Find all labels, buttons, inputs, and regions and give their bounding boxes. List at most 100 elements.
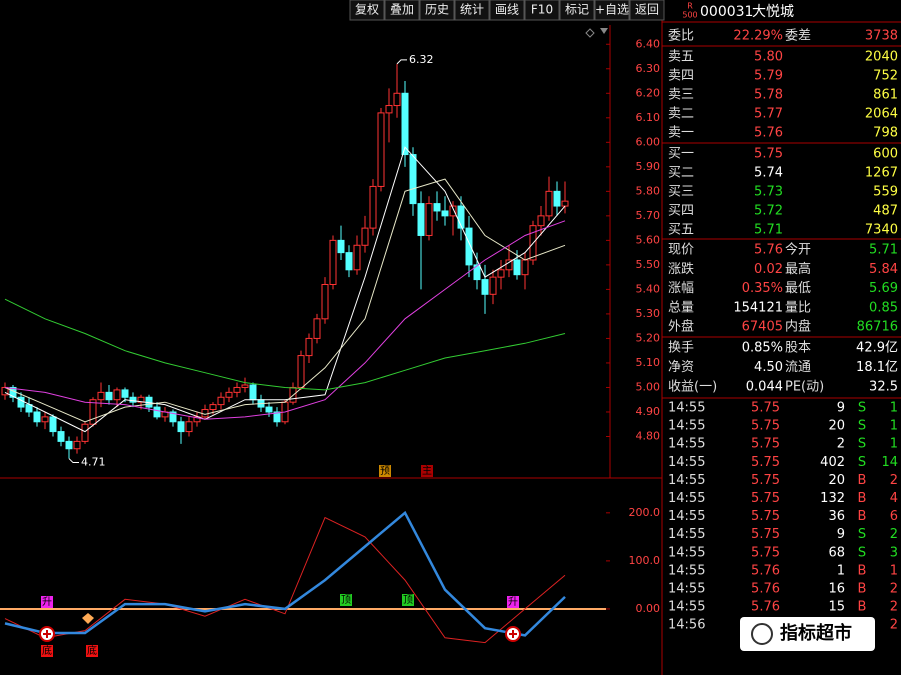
book-price: 5.76 [754, 126, 783, 141]
candle-body [465, 227, 473, 266]
trade-price: 5.75 [751, 491, 780, 506]
toolbar-button[interactable] [454, 0, 490, 21]
trade-count: 3 [890, 545, 898, 560]
y-tick-label: 5.60 [636, 233, 661, 246]
toolbar-label[interactable]: 统计 [460, 3, 484, 17]
toolbar-label[interactable]: F10 [531, 3, 553, 17]
candle-body [433, 203, 441, 212]
y-tick-label: 5.40 [636, 282, 661, 295]
candle-body [457, 205, 465, 229]
trade-side: S [858, 545, 866, 560]
candle-body [305, 337, 313, 357]
tag-box [421, 465, 433, 477]
toolbar-label[interactable]: 画线 [495, 3, 519, 17]
candle-body [177, 421, 185, 433]
stat-value: 0.85 [869, 300, 898, 315]
trade-price: 5.75 [751, 473, 780, 488]
row-label: 换手 [668, 341, 694, 356]
row-label: 净资 [668, 360, 694, 375]
trade-volume: 20 [828, 473, 845, 488]
y-tick-label: 0.00 [636, 602, 661, 615]
signal: 升 [508, 596, 518, 608]
moving-average [4, 178, 566, 423]
y-tick-label: 200.0 [629, 506, 661, 519]
trade-count: 6 [890, 509, 898, 524]
candle-body [121, 389, 129, 398]
trade-volume: 9 [837, 401, 845, 416]
candle-body [409, 154, 417, 205]
buy-icon [43, 630, 51, 638]
stat-value: 5.84 [869, 262, 898, 277]
candle-body [297, 355, 305, 388]
toolbar-button[interactable] [384, 0, 420, 21]
moving-average [4, 298, 566, 391]
trade-time: 14:55 [668, 509, 705, 524]
toolbar-button[interactable] [559, 0, 595, 21]
row-label: 买二 [668, 166, 694, 181]
candle-body [89, 399, 97, 425]
trade-count: 2 [890, 618, 898, 633]
y-tick-label: 6.10 [636, 111, 661, 124]
row-label: 流通 [785, 360, 811, 375]
trade-price: 5.75 [751, 509, 780, 524]
candle-body [545, 190, 553, 217]
candle-body [441, 210, 449, 217]
book-price: 5.73 [754, 185, 783, 200]
toolbar-button[interactable] [349, 0, 385, 21]
candle-body [369, 185, 377, 229]
book-volume: 487 [873, 204, 898, 219]
trade-side: B [858, 473, 867, 488]
toolbar-button[interactable] [629, 0, 665, 21]
trade-count: 2 [890, 473, 898, 488]
candle-body [417, 203, 425, 236]
row-label: 内盘 [785, 319, 811, 335]
book-price: 5.77 [754, 107, 783, 122]
toolbar-button[interactable] [489, 0, 525, 21]
candle-body [385, 105, 393, 114]
stat-value: 0.02 [754, 262, 783, 277]
trade-volume: 132 [820, 491, 845, 506]
stat-value: 67405 [742, 320, 783, 335]
book-volume: 798 [873, 126, 898, 141]
trade-price: 5.75 [751, 419, 780, 434]
trade-side: B [858, 491, 867, 506]
candle-body [329, 239, 337, 285]
candle-body [153, 406, 161, 418]
toolbar-button[interactable] [594, 0, 630, 21]
chart-icons [585, 28, 608, 38]
toolbar-label[interactable]: +自选 [595, 3, 629, 17]
toolbar-label[interactable]: 复权 [355, 3, 379, 17]
signal-box [41, 645, 53, 657]
candle-body [337, 239, 345, 254]
toolbar-button[interactable] [419, 0, 455, 21]
toolbar-label[interactable]: 标记 [565, 3, 589, 17]
candle-body [401, 92, 409, 156]
book-volume: 861 [873, 88, 898, 103]
row-label: 卖一 [668, 126, 694, 141]
toolbar-label[interactable]: 历史 [425, 3, 449, 17]
candle-body [497, 269, 505, 278]
toolbar-label[interactable]: 叠加 [390, 3, 414, 17]
candle-body [209, 404, 217, 411]
toolbar-label[interactable]: 返回 [635, 3, 659, 17]
book-price: 5.79 [754, 69, 783, 84]
trade-side: S [858, 527, 866, 542]
row-label: 涨跌 [668, 261, 694, 277]
stat-value: 32.5 [869, 380, 898, 395]
trade-volume: 16 [828, 582, 845, 597]
row-label: 委差 [785, 29, 811, 44]
trade-time: 14:55 [668, 527, 705, 542]
row-label: 卖四 [668, 69, 694, 84]
trade-side: S [858, 419, 866, 434]
row-label: 涨幅 [668, 281, 694, 296]
trade-side: S [858, 401, 866, 416]
row-label: 买三 [668, 185, 694, 200]
trade-side: B [858, 563, 867, 578]
book-volume: 2064 [865, 107, 898, 122]
candle-body [561, 200, 569, 207]
row-label: 买四 [668, 204, 694, 219]
signal: 底 [42, 644, 52, 657]
toolbar-button[interactable] [524, 0, 560, 21]
trade-volume: 68 [828, 545, 845, 560]
y-tick-label: 100.0 [629, 554, 661, 567]
